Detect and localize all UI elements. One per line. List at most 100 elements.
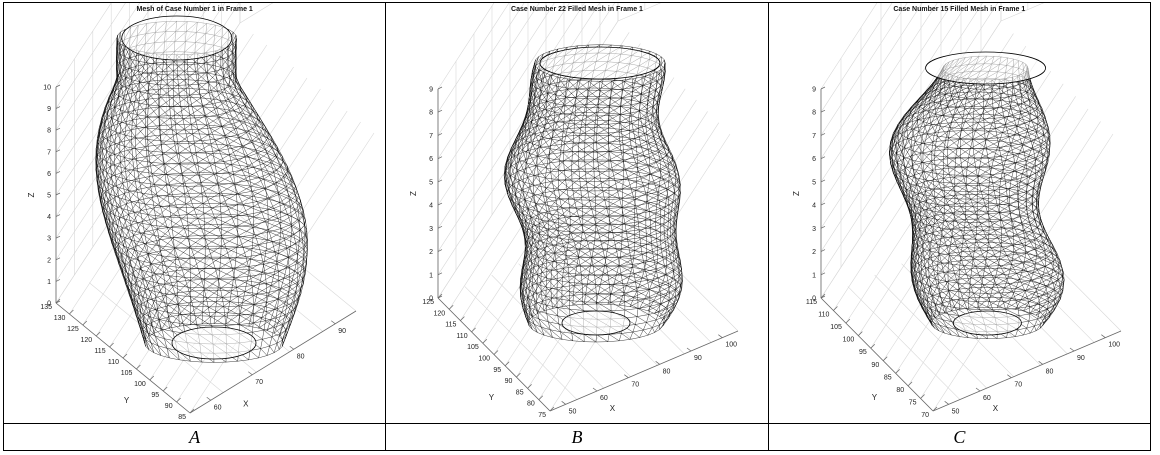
panel-b-cell: 0 1 2 3 4 5 6 7 8 9 125 120 115 110 105 100 95 90 85 80 75 50… [385,2,769,424]
z-tick-label: 4 [812,203,816,210]
z-tick-label: 7 [429,133,433,140]
y-tick-label: 100 [479,356,491,363]
x-tick-label: 90 [1077,355,1085,362]
x-axis-label: X [992,404,998,413]
panel-b: 0 1 2 3 4 5 6 7 8 9 125 120 115 110 105 100 95 90 85 80 75 50… [386,3,767,423]
x-tick-label: 60 [983,395,991,402]
panel-c-title: Case Number 15 Filled Mesh in Frame 1 [893,6,1026,13]
z-tick-label: 6 [812,156,816,163]
z-tick-label: 2 [812,249,816,256]
y-tick-label: 80 [527,401,535,408]
z-axis-label: Z [792,191,801,196]
y-tick-label: 105 [121,370,133,377]
y-tick-label: 125 [67,326,79,333]
y-tick-label: 120 [81,337,93,344]
y-tick-label: 105 [467,344,479,351]
x-tick-label: 90 [694,355,702,362]
y-tick-label: 110 [457,333,468,340]
x-tick-label: 60 [600,395,608,402]
y-tick-label: 130 [54,315,66,322]
panel-c: 0 1 2 3 4 5 6 7 8 9 115 110 105 100 95 90 85 80 75 70 50 60 70… [769,3,1150,423]
y-tick-label: 110 [818,312,829,319]
x-tick-label: 70 [255,379,263,386]
z-tick-label: 8 [812,110,816,117]
figure-table: 0 1 2 3 4 5 6 7 8 9 10 135 130 125 120 115 110 105 100 95 90… [2,2,1152,451]
y-tick-label: 80 [896,387,904,394]
y-tick-label: 100 [842,337,854,344]
y-tick-label: 120 [434,310,446,317]
y-tick-label: 85 [178,414,186,421]
z-tick-label: 6 [429,156,433,163]
x-tick-label: 60 [214,404,222,411]
y-tick-label: 90 [165,403,173,410]
z-tick-label: 4 [47,214,51,221]
y-tick-label: 95 [859,349,867,356]
panel-c-cell: 0 1 2 3 4 5 6 7 8 9 115 110 105 100 95 90 85 80 75 70 50 60 70… [767,2,1152,424]
x-tick-label: 90 [338,328,346,335]
z-tick-label: 0 [47,301,51,308]
y-tick-label: 135 [40,304,52,311]
mesh-plot-c: 0123456789115110105100959085807570506070… [792,3,1121,419]
axes-box: 0123456789115110105100959085807570506070… [792,3,1121,419]
x-tick-label: 80 [297,353,305,360]
z-tick-label: 8 [429,110,433,117]
z-tick-label: 2 [47,257,51,264]
z-tick-label: 1 [812,272,816,279]
z-tick-label: 5 [429,179,433,186]
y-tick-label: 85 [884,374,892,381]
z-tick-label: 7 [812,133,816,140]
z-tick-label: 5 [812,179,816,186]
z-tick-label: 9 [429,87,433,94]
caption-a: A [2,423,387,451]
z-tick-label: 7 [47,149,51,156]
z-tick-label: 1 [47,279,51,286]
caption-b: B [385,423,769,451]
y-tick-label: 85 [516,389,524,396]
y-tick-label: 115 [94,348,105,355]
y-tick-label: 125 [423,299,435,306]
z-axis-label: Z [27,192,36,197]
z-tick-label: 2 [429,249,433,256]
x-tick-label: 50 [569,408,577,415]
x-tick-label: 70 [1014,382,1022,389]
z-tick-label: 3 [47,236,51,243]
y-tick-label: 90 [871,362,879,369]
x-tick-label: 80 [1045,368,1053,375]
wireframe-mesh [95,15,308,363]
x-axis-label: X [243,399,249,408]
z-tick-label: 3 [812,226,816,233]
y-tick-label: 75 [908,399,916,406]
y-axis-label: Y [871,393,877,402]
z-tick-label: 5 [47,193,51,200]
z-tick-label: 3 [429,226,433,233]
y-tick-label: 70 [921,412,929,419]
wireframe-mesh [504,44,684,343]
z-tick-label: 10 [43,85,51,92]
x-axis-label: X [610,404,616,413]
x-tick-label: 100 [726,342,738,349]
panel-b-title: Case Number 22 Filled Mesh in Frame 1 [511,6,643,13]
x-tick-label: 80 [663,368,671,375]
y-tick-label: 90 [505,378,513,385]
wireframe-mesh [888,51,1065,339]
panel-a-cell: 0 1 2 3 4 5 6 7 8 9 10 135 130 125 120 115 110 105 100 95 90… [2,2,387,424]
y-axis-label: Y [124,396,130,405]
y-tick-label: 95 [494,367,502,374]
y-tick-label: 75 [539,412,547,419]
z-axis-label: Z [409,191,418,196]
panel-a-title: Mesh of Case Number 1 in Frame 1 [136,6,253,13]
y-tick-label: 115 [805,299,816,306]
x-tick-label: 100 [1108,342,1120,349]
y-tick-label: 110 [108,359,119,366]
y-tick-label: 105 [830,324,842,331]
z-tick-label: 9 [47,106,51,113]
z-tick-label: 0 [429,296,433,303]
y-tick-label: 100 [134,381,146,388]
y-tick-label: 95 [151,392,159,399]
mesh-plot-b: 0123456789125120115110105100959085807550… [409,3,739,419]
caption-c: C [767,423,1152,451]
y-tick-label: 115 [446,322,457,329]
z-tick-label: 6 [47,171,51,178]
x-tick-label: 70 [632,382,640,389]
